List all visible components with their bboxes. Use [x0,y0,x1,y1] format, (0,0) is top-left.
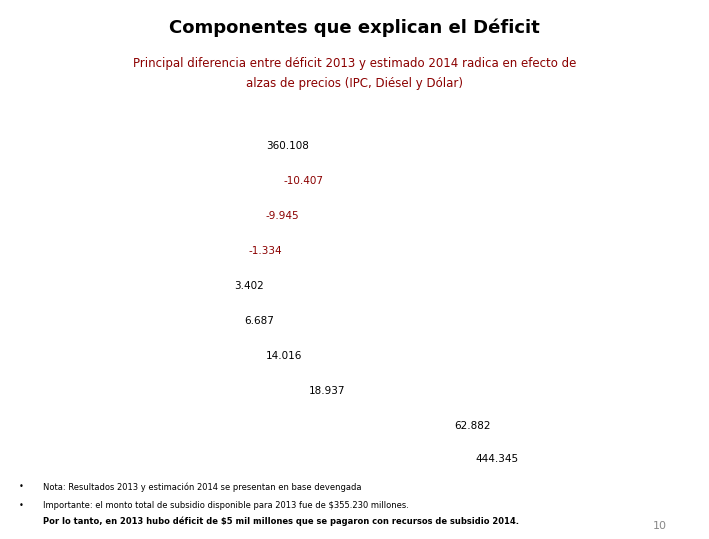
Text: Importante: el monto total de subsidio disponible para 2013 fue de $355.230 mill: Importante: el monto total de subsidio d… [43,501,411,510]
Text: Nota: Resultados 2013 y estimación 2014 se presentan en base devengada: Nota: Resultados 2013 y estimación 2014 … [43,482,361,492]
Text: 18.937: 18.937 [308,386,345,396]
Text: •: • [19,501,23,510]
Text: 444.345: 444.345 [475,454,518,464]
Text: 360.108: 360.108 [266,141,308,150]
Text: 6.687: 6.687 [245,316,274,326]
Text: alzas de precios (IPC, Diésel y Dólar): alzas de precios (IPC, Diésel y Dólar) [246,77,463,89]
Text: Componentes que explican el Déficit: Componentes que explican el Déficit [169,19,540,37]
Text: Principal diferencia entre déficit 2013 y estimado 2014 radica en efecto de: Principal diferencia entre déficit 2013 … [133,57,576,70]
Text: -1.334: -1.334 [248,246,281,255]
Text: 10: 10 [652,521,666,531]
Text: 14.016: 14.016 [266,351,302,361]
Text: -10.407: -10.407 [284,176,323,185]
Text: 3.402: 3.402 [234,281,264,291]
Text: •: • [19,482,23,492]
Text: Por lo tanto, en 2013 hubo déficit de $5 mil millones que se pagaron con recurso: Por lo tanto, en 2013 hubo déficit de $5… [43,516,518,526]
Text: 62.882: 62.882 [454,421,490,431]
Text: -9.945: -9.945 [266,211,299,220]
